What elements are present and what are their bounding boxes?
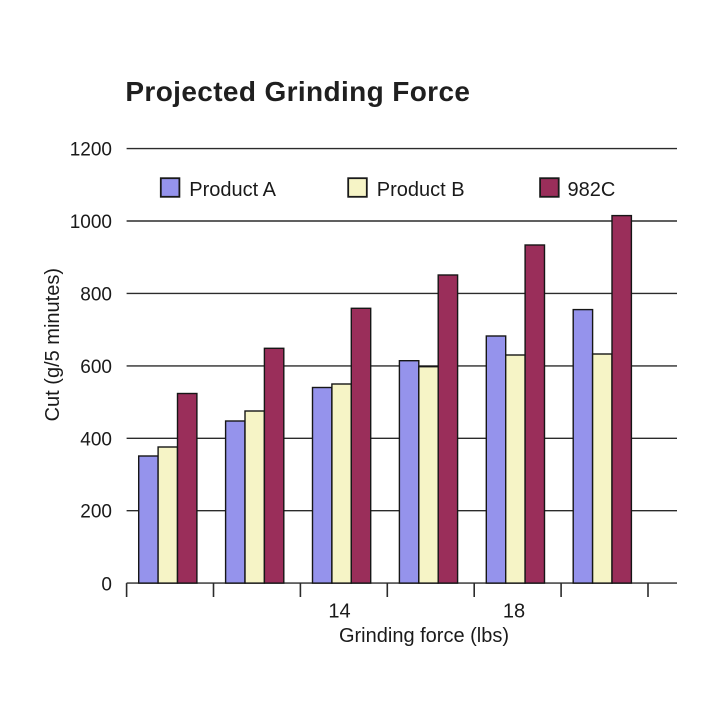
svg-text:Projected Grinding Force: Projected Grinding Force <box>125 76 470 107</box>
svg-text:Product B: Product B <box>377 179 465 201</box>
svg-text:Grinding force (lbs): Grinding force (lbs) <box>339 625 509 647</box>
svg-text:800: 800 <box>80 284 112 305</box>
svg-text:0: 0 <box>101 575 112 596</box>
svg-text:1000: 1000 <box>70 212 112 233</box>
svg-text:1200: 1200 <box>70 140 112 161</box>
svg-text:18: 18 <box>503 601 525 623</box>
svg-text:14: 14 <box>328 601 350 623</box>
svg-text:600: 600 <box>80 357 112 378</box>
svg-text:400: 400 <box>80 429 112 450</box>
svg-text:Cut (g/5 minutes): Cut (g/5 minutes) <box>42 268 64 421</box>
svg-text:Product A: Product A <box>189 179 276 201</box>
svg-text:200: 200 <box>80 502 112 523</box>
svg-text:982C: 982C <box>568 179 616 201</box>
